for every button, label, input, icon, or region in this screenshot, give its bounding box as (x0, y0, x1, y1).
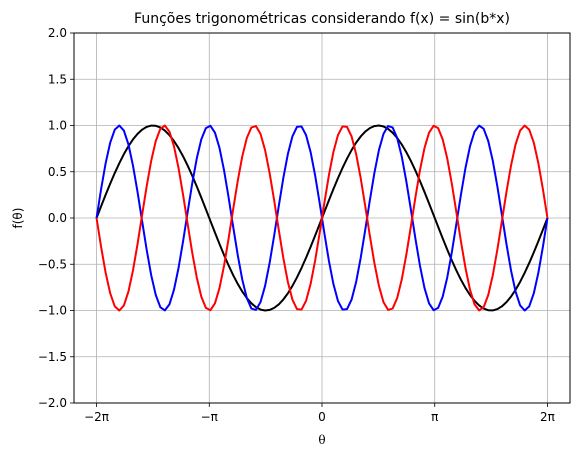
y-tick-label: 2.0 (48, 26, 67, 40)
chart-title: Funções trigonométricas considerando f(x… (134, 11, 510, 27)
y-axis-label: f(θ) (11, 208, 25, 229)
y-tick-label: −0.5 (38, 257, 67, 271)
y-tick-label: 1.5 (48, 72, 67, 86)
x-axis-label: θ (318, 433, 325, 447)
x-tick-label: −π (201, 410, 218, 424)
series-line-2 (95, 124, 549, 312)
y-axis: −2.0 −1.5 −1.0 −0.5 0.0 0.5 1.0 1.5 2.0 (38, 26, 74, 410)
series-layer (95, 124, 549, 312)
y-tick-label: −2.0 (38, 396, 67, 410)
y-tick-label: −1.0 (38, 304, 67, 318)
x-tick-label: −2π (84, 410, 109, 424)
y-tick-label: 0.5 (48, 165, 67, 179)
x-tick-label: 2π (540, 410, 555, 424)
x-tick-label: 0 (318, 410, 326, 424)
x-axis: −2π −π 0 π 2π (84, 403, 555, 424)
y-tick-label: 1.0 (48, 119, 67, 133)
y-tick-label: 0.0 (48, 211, 67, 225)
x-tick-label: π (431, 410, 438, 424)
y-tick-label: −1.5 (38, 350, 67, 364)
